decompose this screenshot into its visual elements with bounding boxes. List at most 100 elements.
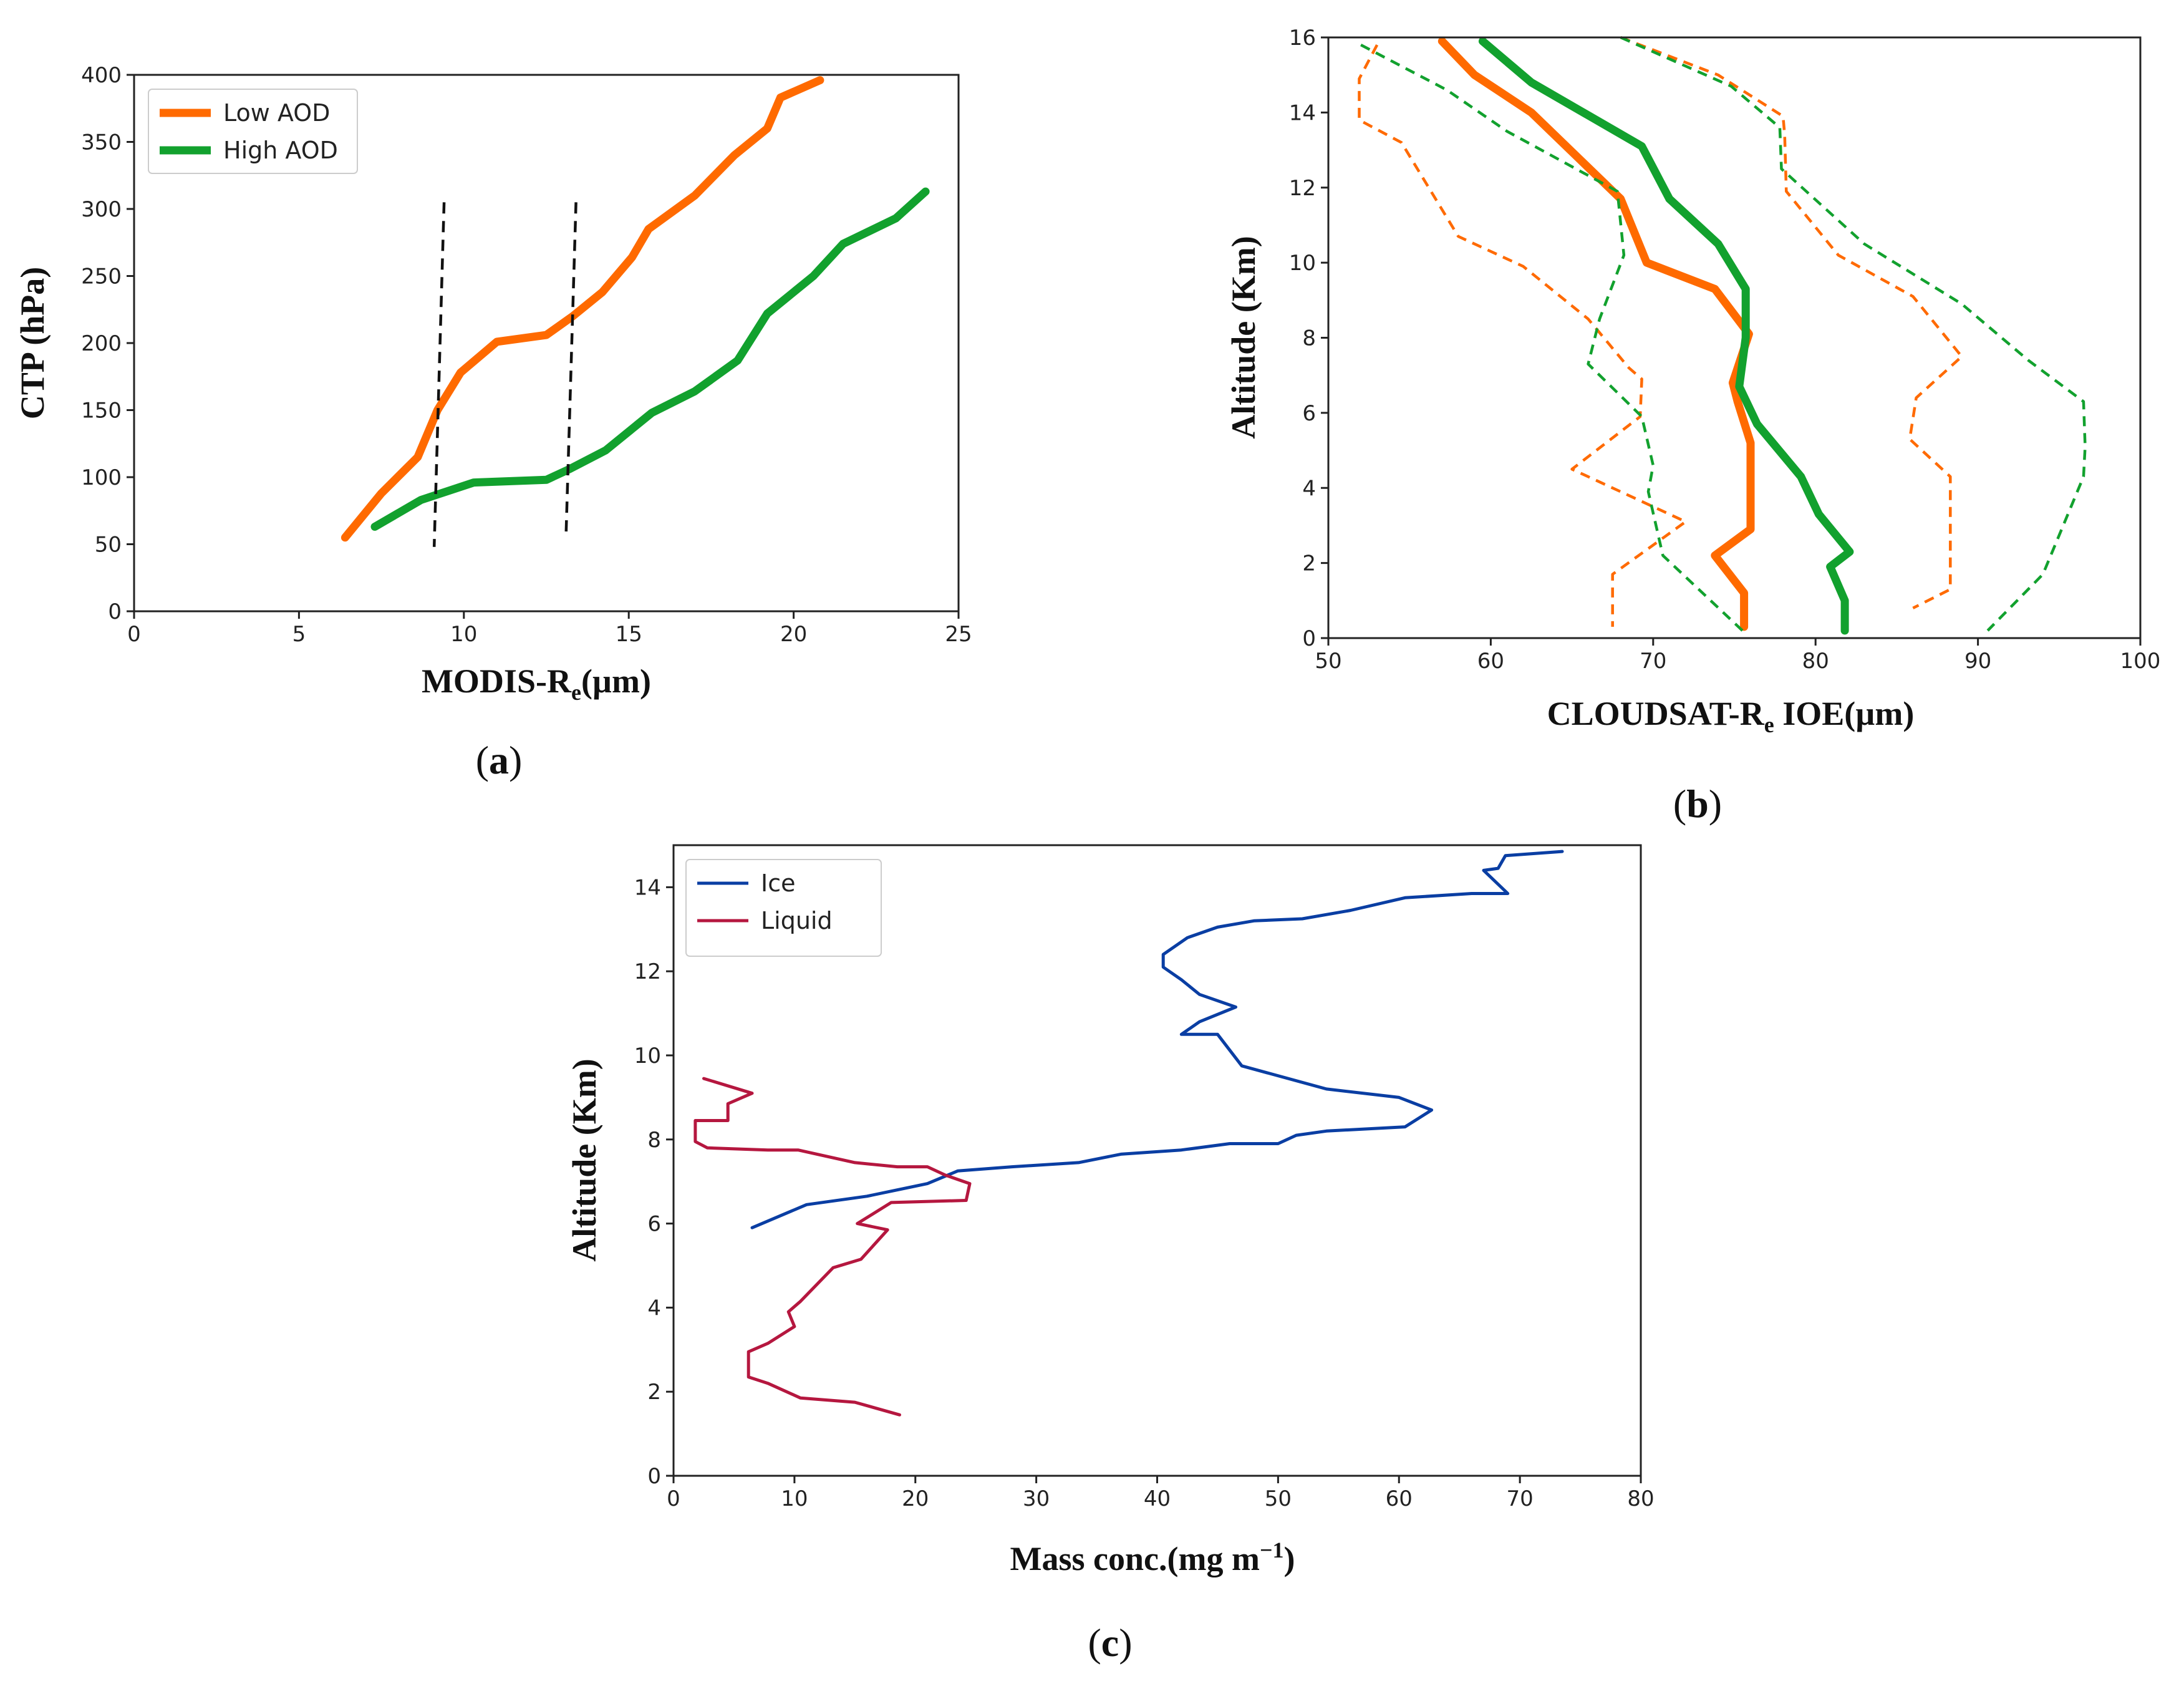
- y-tick-label: 8: [647, 1128, 661, 1153]
- x-tick-label: 25: [945, 622, 972, 647]
- x-axis-title-unit: (µm): [581, 662, 651, 700]
- x-axis: 0 5 10 15 20 25: [127, 611, 972, 647]
- x-axis-title-main: MODIS-R: [422, 662, 572, 700]
- y-tick-label: 0: [1302, 626, 1316, 651]
- x-tick-label: 20: [902, 1486, 929, 1511]
- panel-label-open: (: [476, 738, 489, 782]
- x-axis-title: CLOUDSAT-Re IOE(µm): [1547, 695, 1915, 737]
- series-line-high-aod-upper-bound: [1620, 36, 2087, 632]
- panel-label-letter: c: [1101, 1620, 1119, 1665]
- y-tick-label: 10: [1289, 251, 1316, 276]
- y-axis-title: Altitude (Km): [1225, 236, 1262, 438]
- y-tick-label: 400: [81, 63, 122, 88]
- y-tick-label: 8: [1302, 326, 1316, 351]
- x-axis-title-superscript: −1: [1260, 1538, 1284, 1562]
- series-line-low-aod-lower-bound: [1358, 44, 1688, 627]
- y-tick-label: 0: [647, 1464, 661, 1489]
- x-tick-label: 60: [1477, 649, 1504, 674]
- panel-c-chart: 0 10 20 30 40 50 60 70 80 0 2 4 6 8 10 12 14 Mass conc.(m…: [566, 844, 1655, 1665]
- y-tick-label: 0: [108, 599, 122, 624]
- x-axis-title-main: Mass conc.(mg m: [1010, 1540, 1260, 1577]
- legend: Low AOD High AOD: [148, 89, 358, 174]
- legend: Ice Liquid: [685, 859, 882, 957]
- x-tick-label: 70: [1640, 649, 1666, 674]
- y-tick-label: 50: [95, 533, 122, 558]
- y-tick-label: 150: [81, 399, 122, 424]
- series-line-low-aod-mean: [1437, 37, 1755, 631]
- series-line-boundary-1: [432, 202, 446, 547]
- x-tick-label: 50: [1265, 1486, 1292, 1511]
- x-tick-label: 70: [1506, 1486, 1533, 1511]
- panel-label-letter: b: [1686, 782, 1709, 826]
- y-tick-label: 300: [81, 197, 122, 222]
- legend-label: High AOD: [223, 137, 338, 164]
- x-tick-label: 10: [781, 1486, 808, 1511]
- x-tick-label: 5: [292, 622, 306, 647]
- x-tick-label: 90: [1964, 649, 1991, 674]
- series-line-high-aod-lower-bound: [1360, 44, 1744, 632]
- x-tick-label: 15: [616, 622, 642, 647]
- y-axis: 0 2 4 6 8 10 12 14 16: [1289, 26, 1328, 651]
- x-tick-label: 100: [2120, 649, 2161, 674]
- x-axis-title: MODIS-Re(µm): [422, 662, 651, 705]
- y-tick-label: 6: [1302, 401, 1316, 426]
- y-tick-label: 2: [647, 1380, 661, 1405]
- x-axis: 0 10 20 30 40 50 60 70 80: [667, 1476, 1655, 1511]
- x-tick-label: 0: [667, 1486, 680, 1511]
- x-tick-label: 50: [1315, 649, 1341, 674]
- panel-b-chart: 50 60 70 80 90 100 0 2 4 6 8 10 12 14 16 CLOUDSAT-Re IO…: [1225, 26, 2160, 826]
- panel-label: (c): [1088, 1620, 1132, 1665]
- x-axis-title-main: CLOUDSAT-R: [1547, 695, 1765, 732]
- x-tick-label: 20: [780, 622, 807, 647]
- x-tick-label: 30: [1023, 1486, 1050, 1511]
- series-line-low-aod: [341, 76, 824, 542]
- legend-label: Ice: [761, 870, 795, 897]
- panel-label: (b): [1673, 782, 1722, 826]
- y-tick-label: 4: [1302, 476, 1316, 501]
- panel-label-open: (: [1088, 1620, 1101, 1665]
- legend-label: Low AOD: [223, 99, 330, 127]
- x-axis-title-unit: IOE(µm): [1774, 695, 1915, 732]
- panel-label-close: ): [1119, 1620, 1132, 1665]
- x-axis-title: Mass conc.(mg m−1): [1010, 1538, 1295, 1577]
- x-tick-label: 80: [1802, 649, 1829, 674]
- series-line-liquid: [693, 1077, 972, 1417]
- y-tick-label: 200: [81, 331, 122, 356]
- x-axis-title-subscript: e: [1764, 712, 1774, 737]
- y-tick-label: 350: [81, 130, 122, 155]
- x-axis-title-close: ): [1283, 1540, 1295, 1577]
- x-tick-label: 60: [1386, 1486, 1413, 1511]
- y-tick-label: 250: [81, 264, 122, 289]
- x-tick-label: 10: [450, 622, 477, 647]
- series-group: [1358, 36, 2087, 635]
- x-tick-label: 40: [1144, 1486, 1171, 1511]
- series-group: [341, 76, 930, 547]
- legend-label: Liquid: [761, 907, 833, 934]
- y-axis-title: Altitude (Km): [566, 1058, 603, 1261]
- plot-frame: [1327, 36, 2142, 639]
- panel-label-close: ): [509, 738, 522, 782]
- y-axis: 0 2 4 6 8 10 12 14: [634, 875, 674, 1489]
- panel-label-letter: a: [489, 738, 509, 782]
- series-line-high-aod: [370, 187, 930, 531]
- y-tick-label: 100: [81, 465, 122, 490]
- panel-label-close: ): [1709, 782, 1722, 826]
- y-axis-title: CTP (hPa): [14, 267, 51, 420]
- series-line-boundary-2: [564, 202, 577, 534]
- y-axis: 0 50 100 150 200 250 300 350 400: [81, 63, 134, 624]
- series-line-low-aod-upper-bound: [1620, 36, 1963, 609]
- x-tick-label: 0: [127, 622, 141, 647]
- series-line-high-aod-mean: [1478, 37, 1854, 635]
- series-group: [693, 850, 1564, 1417]
- y-tick-label: 2: [1302, 551, 1316, 576]
- y-tick-label: 16: [1289, 26, 1316, 51]
- y-tick-label: 10: [634, 1044, 661, 1068]
- x-axis: 50 60 70 80 90 100: [1315, 638, 2160, 674]
- panel-label-open: (: [1673, 782, 1686, 826]
- y-tick-label: 12: [634, 959, 661, 984]
- series-line-ice: [750, 850, 1564, 1229]
- y-tick-label: 6: [647, 1212, 661, 1237]
- x-axis-title-subscript: e: [571, 680, 581, 705]
- y-tick-label: 12: [1289, 176, 1316, 201]
